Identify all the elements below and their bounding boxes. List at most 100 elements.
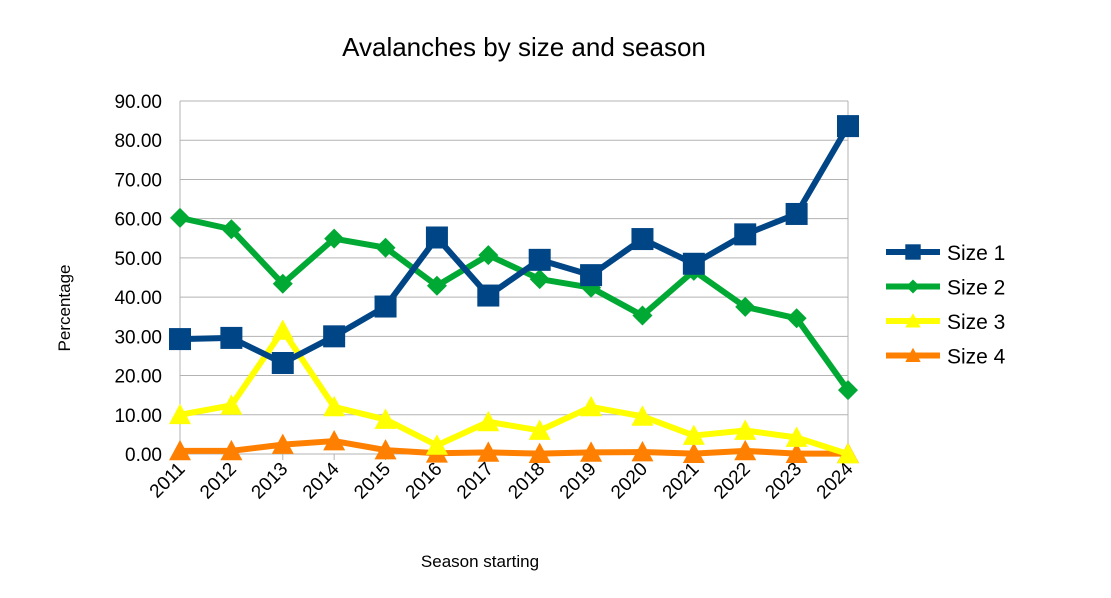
x-tick-label: 2012	[196, 459, 241, 504]
x-tick-label: 2019	[556, 459, 601, 504]
marker-triangle	[682, 424, 705, 445]
marker-triangle	[580, 441, 603, 462]
marker-square	[905, 244, 921, 260]
x-axis-ticks: 2011 2012 2013 2014 2015 2016 2017 2018 2019 2020…	[146, 458, 858, 503]
series-line	[179, 327, 849, 457]
y-tick-label: 20.00	[114, 367, 162, 388]
legend-item: Size 3	[886, 311, 1005, 334]
marker-triangle	[631, 405, 654, 426]
y-tick-label: 10.00	[114, 406, 162, 427]
marker-triangle	[374, 439, 397, 460]
marker-triangle	[323, 430, 346, 451]
series-size-1	[169, 115, 859, 375]
marker-diamond	[632, 305, 653, 326]
marker-triangle	[734, 419, 757, 440]
marker-diamond	[786, 308, 807, 329]
legend-label: Size 4	[947, 346, 1006, 369]
marker-triangle	[477, 410, 500, 432]
marker-triangle	[425, 434, 448, 455]
series-line	[179, 214, 851, 392]
legend-label: Size 2	[947, 277, 1005, 300]
legend-label: Size 1	[947, 242, 1005, 265]
series-size-4	[169, 430, 859, 463]
marker-square	[631, 228, 654, 251]
marker-diamond	[324, 228, 345, 249]
marker-square	[682, 252, 705, 275]
x-tick-label: 2015	[350, 459, 395, 504]
y-tick-label: 80.00	[114, 131, 162, 152]
x-tick-label: 2013	[248, 459, 293, 504]
marker-triangle	[323, 395, 346, 417]
marker-square	[734, 223, 757, 246]
marker-diamond	[529, 269, 550, 290]
series-size-3	[169, 319, 859, 464]
series-line	[180, 438, 848, 457]
marker-triangle	[785, 426, 808, 447]
chart-title: Avalanches by size and season	[342, 32, 706, 62]
x-tick-label: 2024	[813, 458, 858, 503]
y-tick-label: 70.00	[114, 170, 162, 191]
marker-triangle	[905, 347, 921, 363]
marker-triangle	[271, 433, 294, 454]
y-tick-label: 50.00	[114, 249, 162, 270]
x-tick-label: 2016	[402, 459, 447, 504]
marker-triangle	[785, 442, 808, 463]
marker-square	[425, 226, 448, 249]
y-axis-label: Percentage	[55, 265, 74, 352]
marker-square	[837, 115, 859, 138]
x-tick-label: 2023	[761, 459, 806, 504]
x-tick-label: 2014	[299, 458, 344, 503]
marker-diamond	[426, 275, 447, 296]
y-tick-label: 40.00	[114, 288, 162, 309]
marker-square	[374, 295, 397, 318]
y-tick-label: 0.00	[125, 445, 162, 466]
marker-triangle	[837, 443, 859, 464]
x-tick-label: 2021	[659, 459, 704, 504]
marker-triangle	[682, 442, 705, 463]
marker-triangle	[528, 419, 551, 440]
marker-square	[580, 264, 603, 287]
marker-square	[323, 325, 346, 348]
x-axis-label: Season starting	[421, 552, 539, 571]
marker-square	[220, 326, 243, 349]
marker-triangle	[220, 394, 243, 415]
marker-square	[528, 248, 551, 271]
x-tick-label: 2017	[453, 459, 498, 504]
marker-diamond	[221, 219, 242, 240]
marker-diamond	[838, 380, 858, 401]
series-group	[169, 115, 859, 464]
marker-square	[785, 202, 808, 225]
legend-item: Size 2	[886, 277, 1005, 300]
legend-label: Size 3	[947, 311, 1005, 334]
marker-diamond	[735, 296, 756, 317]
y-tick-label: 30.00	[114, 327, 162, 348]
legend: Size 1 Size 2 Size 3 Size 4	[886, 242, 1006, 369]
marker-triangle	[477, 441, 500, 462]
y-tick-label: 90.00	[114, 92, 162, 113]
marker-triangle	[734, 439, 757, 461]
legend-item: Size 4	[886, 346, 1006, 369]
marker-square	[169, 328, 191, 351]
x-tick-label: 2020	[607, 459, 652, 504]
y-tick-label: 60.00	[114, 210, 162, 231]
marker-diamond	[375, 237, 396, 258]
y-axis-ticks: 0.00 10.00 20.00 30.00 40.00 50.00 60.00 70.00 8…	[114, 92, 162, 466]
marker-triangle	[169, 403, 191, 425]
marker-diamond	[906, 279, 920, 294]
marker-triangle	[169, 439, 191, 461]
marker-triangle	[220, 439, 243, 461]
marker-square	[271, 352, 294, 375]
marker-triangle	[271, 319, 294, 340]
x-tick-label: 2022	[710, 459, 755, 504]
marker-diamond	[478, 245, 499, 266]
marker-triangle	[580, 395, 603, 417]
x-tick-label: 2018	[504, 459, 549, 504]
legend-item: Size 1	[886, 242, 1005, 265]
marker-square	[477, 284, 500, 307]
marker-triangle	[631, 441, 654, 462]
marker-triangle	[528, 442, 551, 463]
marker-diamond	[170, 207, 190, 228]
marker-triangle	[374, 408, 397, 429]
marker-diamond	[272, 273, 293, 294]
